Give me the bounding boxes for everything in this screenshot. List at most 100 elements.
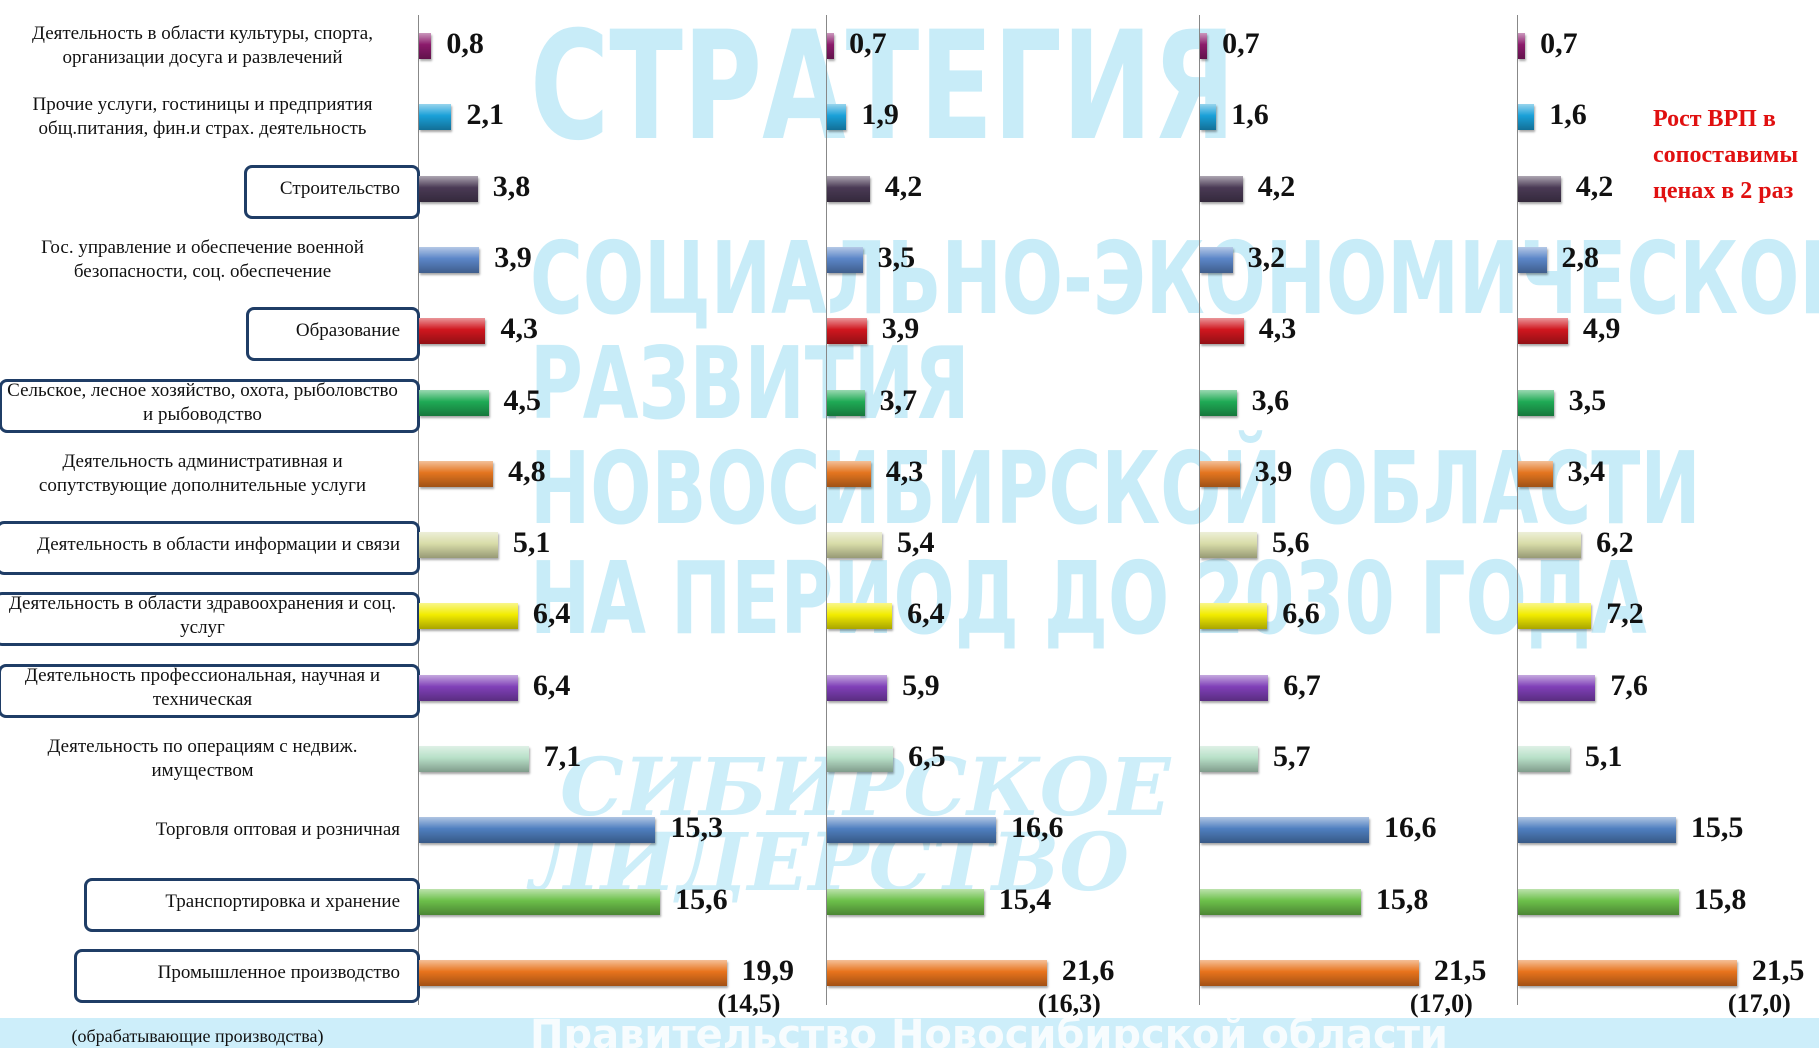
- value-label: 15,8: [1375, 882, 1429, 916]
- value-label: 15,3: [670, 811, 723, 845]
- value-label: 15,8: [1693, 882, 1747, 916]
- highlight-box: [84, 877, 420, 932]
- bar: [1200, 746, 1259, 772]
- value-note: (17,0): [1409, 988, 1473, 1018]
- axis-line: [418, 15, 419, 1005]
- value-label: 3,4: [1567, 454, 1606, 488]
- value-label: 6,5: [908, 740, 946, 773]
- bar: [1200, 674, 1269, 701]
- bar: [1518, 175, 1561, 202]
- value-label: 15,6: [675, 882, 728, 916]
- value-label: 3,5: [877, 240, 916, 274]
- value-label: 3,9: [881, 312, 920, 346]
- value-note: (17,0): [1727, 988, 1791, 1018]
- value-label: 5,6: [1272, 526, 1310, 560]
- value-label: 3,9: [494, 240, 532, 274]
- value-label: 0,8: [446, 27, 484, 60]
- bar: [1200, 104, 1217, 131]
- watermark-line: НА ПЕРИОД ДО 2030 ГОДА: [530, 540, 1647, 657]
- value-label: 3,5: [1568, 383, 1607, 417]
- bar: [1200, 246, 1233, 273]
- annotation: сопоставимы: [1653, 142, 1799, 168]
- bar: [1518, 318, 1568, 345]
- value-label: 4,3: [1258, 312, 1297, 346]
- category-label: Сельское, лесное хозяйство, охота, рыбол…: [7, 379, 398, 425]
- bar: [419, 959, 727, 986]
- value-label: 3,6: [1251, 383, 1290, 417]
- axis-line: [1517, 15, 1518, 1005]
- value-label: 16,6: [1011, 811, 1064, 845]
- bar: [1518, 959, 1737, 986]
- watermark-line: НОВОСИБИРСКОЙ ОБЛАСТИ: [530, 430, 1701, 547]
- value-label: 4,2: [1575, 169, 1614, 203]
- value-label: 5,7: [1273, 740, 1311, 773]
- bar: [419, 33, 432, 59]
- watermark-line: РАЗВИТИЯ: [530, 325, 970, 442]
- value-label: 15,5: [1690, 811, 1744, 845]
- value-note: (16,3): [1037, 988, 1101, 1018]
- bar: [827, 33, 835, 59]
- bar: [827, 460, 871, 487]
- bar: [1518, 674, 1596, 701]
- bar: [827, 532, 882, 559]
- bar: [1518, 817, 1676, 844]
- footer-text: Правительство Новосибирской области: [530, 1012, 1448, 1048]
- category-label: Деятельность в области культуры, спорта,…: [32, 23, 373, 68]
- value-label: 0,7: [849, 27, 887, 60]
- category-label: Деятельность в области информации и связ…: [37, 534, 400, 556]
- value-label: 5,1: [512, 526, 551, 560]
- bar: [1518, 246, 1547, 273]
- bar: [827, 603, 893, 630]
- value-label: 3,7: [879, 383, 918, 417]
- bar: [419, 318, 486, 345]
- value-label: 7,2: [1606, 597, 1644, 631]
- value-label: 21,5: [1433, 953, 1487, 987]
- category-label: Прочие услуги, гостиницы и предприятия о…: [32, 94, 373, 140]
- category-label: Деятельность профессиональная, научная и…: [24, 664, 381, 710]
- highlight-box: [244, 164, 420, 219]
- value-label: 0,7: [1222, 27, 1260, 60]
- bar: [419, 532, 498, 559]
- highlight-box: [74, 948, 420, 1003]
- footer-band: [0, 1018, 1819, 1048]
- bar: [419, 175, 478, 202]
- bar: [1200, 33, 1208, 59]
- value-label: 4,3: [500, 312, 538, 346]
- watermark-line: СОЦИАЛЬНО-ЭКОНОМИЧЕСКОГО: [530, 220, 1819, 337]
- value-label: 7,1: [543, 740, 582, 773]
- value-label: 6,6: [1282, 597, 1320, 631]
- category-note: (обрабатывающие производства): [71, 1026, 324, 1046]
- bar: [419, 746, 529, 772]
- watermark-line: СТРАТЕГИЯ: [530, 0, 1236, 174]
- bar: [1200, 318, 1244, 345]
- value-label: 5,1: [1584, 740, 1623, 773]
- highlight-box: [0, 663, 420, 718]
- bar: [1518, 460, 1553, 487]
- bar: [1200, 460, 1240, 487]
- value-label: 5,9: [902, 668, 940, 702]
- value-note: (14,5): [717, 988, 781, 1018]
- highlight-box: [246, 307, 420, 362]
- value-label: 7,6: [1610, 668, 1648, 702]
- bar: [419, 817, 656, 844]
- bar: [1200, 603, 1268, 630]
- value-label: 3,9: [1254, 454, 1293, 488]
- value-label: 4,8: [508, 454, 546, 488]
- bar: [419, 460, 494, 487]
- highlight-box: [0, 592, 420, 647]
- bar: [827, 959, 1047, 986]
- bar: [827, 318, 867, 345]
- bar: [827, 104, 847, 131]
- value-label: 1,6: [1549, 98, 1587, 132]
- value-label: 1,9: [861, 98, 899, 132]
- bar: [1200, 888, 1361, 915]
- bar: [827, 817, 997, 844]
- bar: [1518, 389, 1554, 416]
- bar: [419, 389, 489, 416]
- category-label: Деятельность административная и сопутств…: [38, 450, 367, 496]
- bar: [1518, 104, 1535, 131]
- bar: [827, 888, 984, 915]
- value-label: 6,4: [532, 597, 571, 631]
- bar: [1518, 603, 1592, 630]
- value-label: 4,3: [885, 454, 924, 488]
